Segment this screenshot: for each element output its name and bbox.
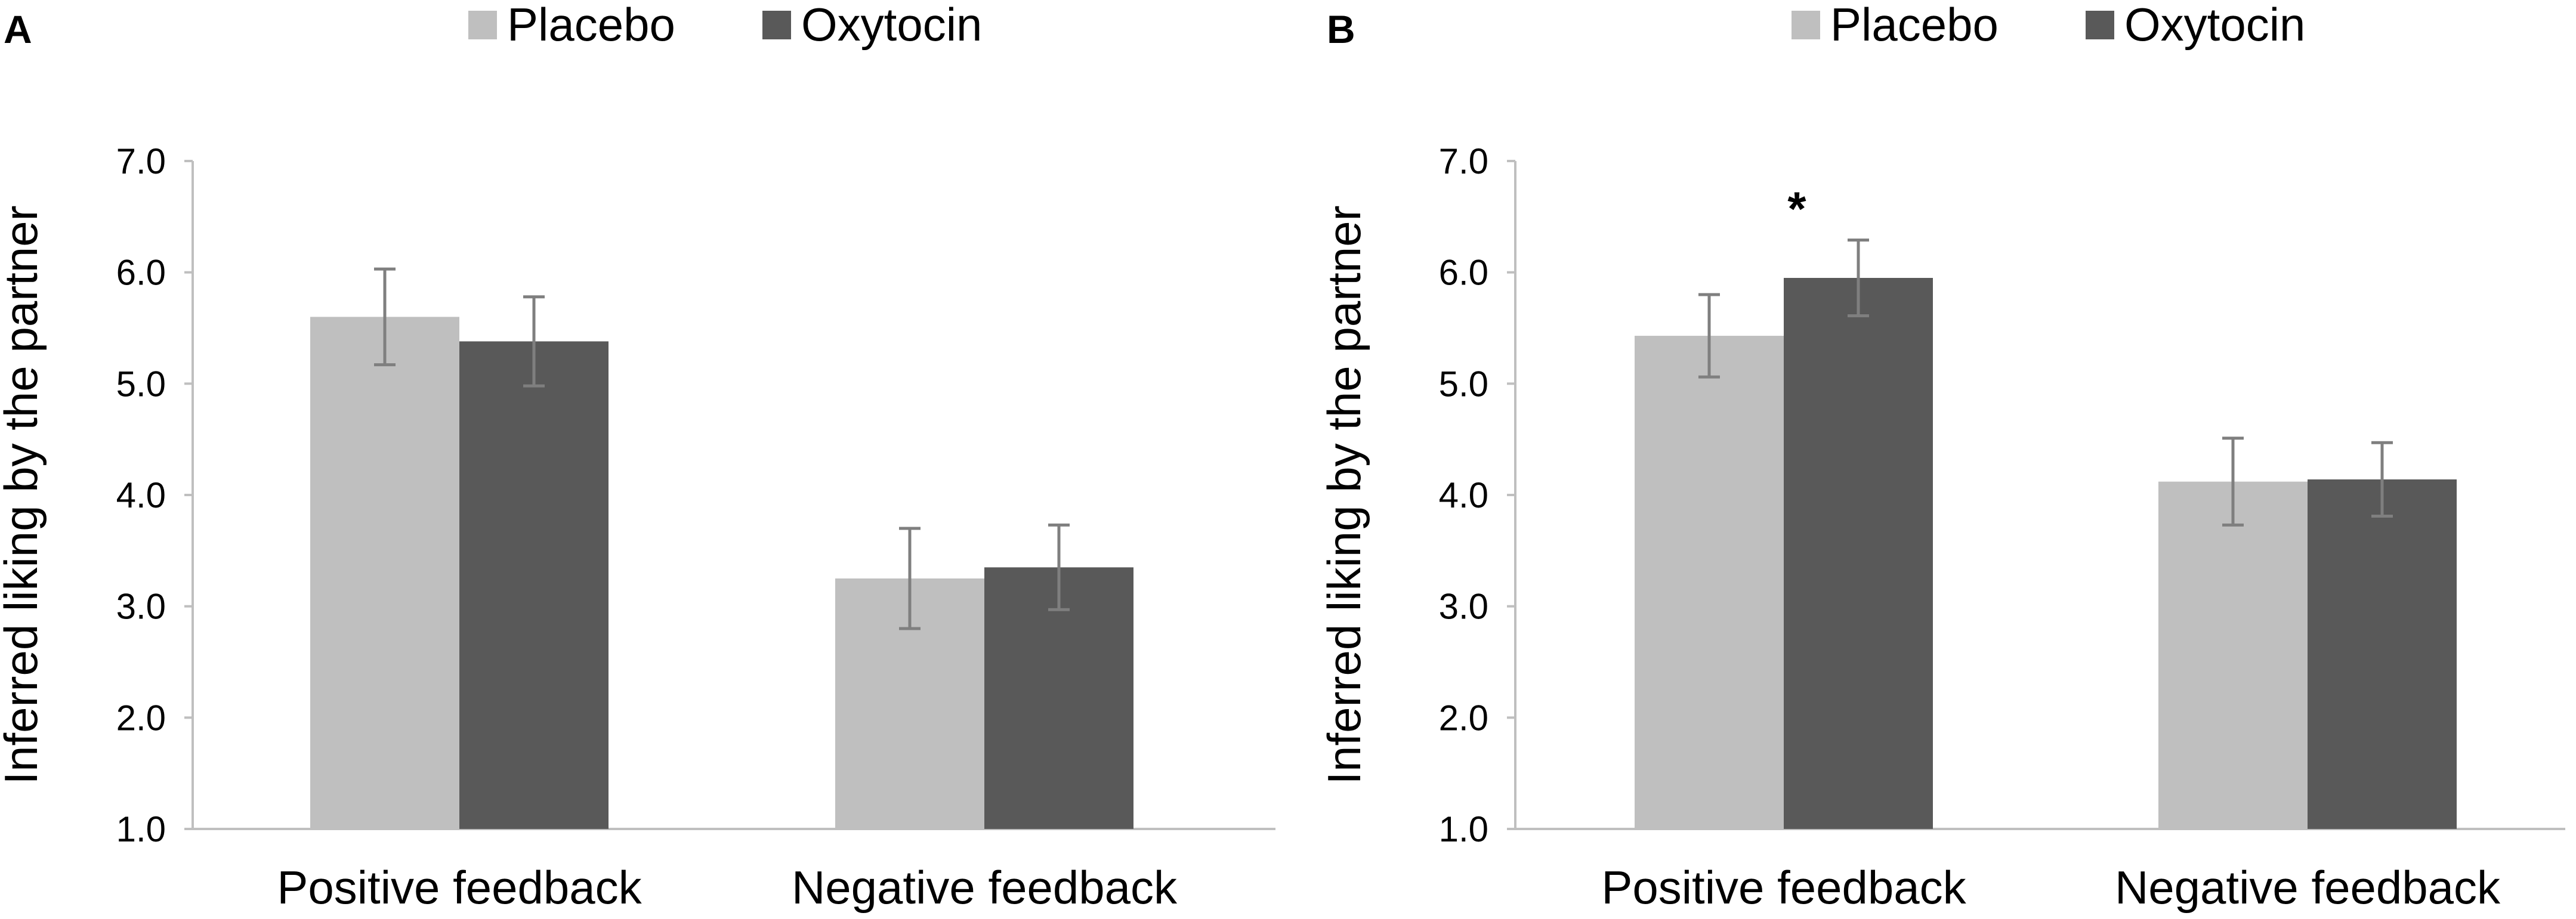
bar-oxytocin-positive-feedback bbox=[459, 341, 609, 829]
legend-label-placebo: Placebo bbox=[1830, 0, 1999, 51]
panel-letter: A bbox=[4, 7, 32, 51]
legend-label-oxytocin: Oxytocin bbox=[801, 0, 982, 51]
category-label: Positive feedback bbox=[277, 861, 642, 914]
bar-placebo-positive-feedback bbox=[310, 317, 459, 829]
significance-marker: * bbox=[1787, 182, 1806, 236]
y-axis-label: Inferred liking by the partner bbox=[1318, 205, 1370, 784]
y-tick-label: 4.0 bbox=[116, 475, 166, 515]
y-tick-label: 2.0 bbox=[1439, 698, 1488, 738]
y-tick-label: 7.0 bbox=[116, 141, 166, 181]
panel-a: A Placebo Oxytocin Inferred liking by the p… bbox=[0, 0, 1275, 914]
category-label: Negative feedback bbox=[2115, 861, 2501, 914]
legend-swatch-oxytocin bbox=[762, 11, 791, 39]
bar-placebo-negative-feedback bbox=[2158, 481, 2308, 829]
legend: Placebo Oxytocin bbox=[1792, 0, 2305, 51]
y-tick-label: 1.0 bbox=[116, 809, 166, 849]
legend-swatch-oxytocin bbox=[2086, 11, 2114, 39]
y-tick-label: 6.0 bbox=[1439, 253, 1488, 293]
legend-label-oxytocin: Oxytocin bbox=[2124, 0, 2305, 51]
legend: Placebo Oxytocin bbox=[468, 0, 982, 51]
panel-letter: B bbox=[1327, 7, 1355, 51]
category-label: Positive feedback bbox=[1601, 861, 1966, 914]
legend-swatch-placebo bbox=[468, 11, 497, 39]
panel-b: B Placebo Oxytocin Inferred liking by the p… bbox=[1318, 0, 2565, 914]
y-tick-label: 5.0 bbox=[1439, 364, 1488, 404]
y-tick-label: 6.0 bbox=[116, 253, 166, 293]
y-tick-label: 3.0 bbox=[1439, 587, 1488, 627]
y-tick-label: 1.0 bbox=[1439, 809, 1488, 849]
y-tick-label: 3.0 bbox=[116, 587, 166, 627]
bar-oxytocin-positive-feedback bbox=[1784, 278, 1933, 829]
y-tick-label: 2.0 bbox=[116, 698, 166, 738]
legend-label-placebo: Placebo bbox=[507, 0, 675, 51]
y-tick-label: 7.0 bbox=[1439, 141, 1488, 181]
category-label: Negative feedback bbox=[792, 861, 1178, 914]
bar-placebo-positive-feedback bbox=[1635, 336, 1784, 829]
y-tick-label: 5.0 bbox=[116, 364, 166, 404]
bar-oxytocin-negative-feedback bbox=[2308, 479, 2457, 829]
y-tick-label: 4.0 bbox=[1439, 475, 1488, 515]
legend-swatch-placebo bbox=[1792, 11, 1820, 39]
y-axis-label: Inferred liking by the partner bbox=[0, 205, 47, 784]
